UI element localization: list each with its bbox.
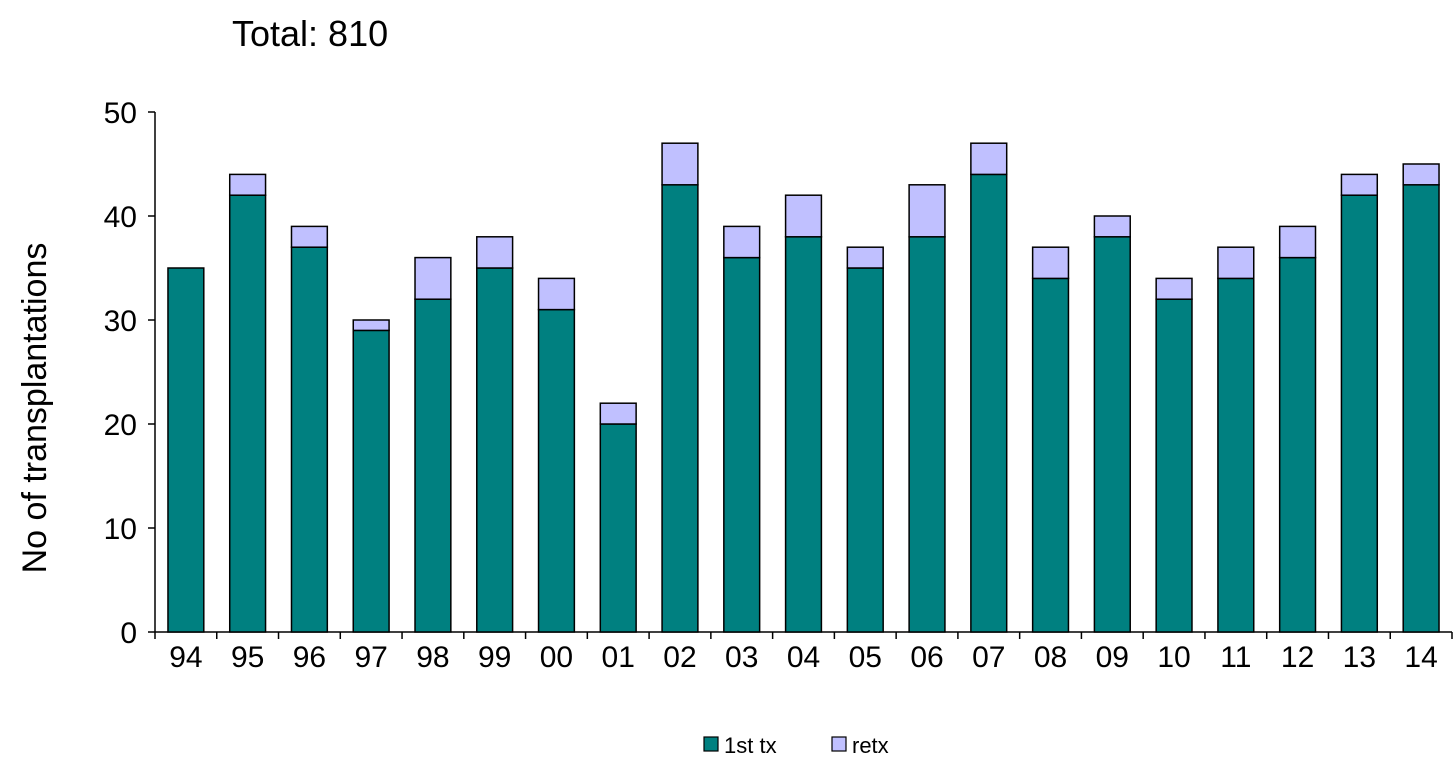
bar-retx-06 [908,184,946,238]
bar-retx-12 [1278,225,1317,259]
x-tick-label: 97 [354,641,387,674]
bar-retx-13 [1340,173,1379,196]
x-tick-label: 98 [416,641,449,674]
bar-retx-11 [1217,246,1255,280]
bar-first-tx-10 [1155,298,1193,633]
y-axis: 0 10 20 30 40 50 [104,97,156,650]
bar-first-tx-96 [290,246,329,633]
x-axis [154,631,1453,639]
x-tick-label: 10 [1157,641,1190,674]
bars [167,142,1440,633]
legend-swatch-retx [831,736,847,752]
bar-retx-08 [1031,246,1070,280]
bar-retx-00 [537,277,576,311]
bar-first-tx-03 [723,256,761,633]
bar-retx-02 [661,142,699,186]
bar-retx-04 [784,194,823,238]
bar-retx-01 [599,402,637,425]
y-tick-label: 30 [104,305,137,338]
y-tick-label: 10 [104,513,137,546]
bar-first-tx-01 [599,423,637,633]
y-tick-label: 40 [104,201,137,234]
bar-first-tx-07 [970,173,1008,633]
bar-first-tx-98 [414,298,452,633]
y-axis-label: No of transplantations [16,243,54,574]
legend-label-first-tx: 1st tx [724,733,777,758]
x-tick-label: 01 [602,641,635,674]
legend-swatch-first-tx [703,736,719,752]
bar-first-tx-13 [1340,194,1379,633]
bar-first-tx-95 [228,194,267,633]
bar-first-tx-02 [661,184,699,633]
bar-first-tx-09 [1093,236,1131,633]
bar-retx-05 [846,246,884,269]
x-tick-labels: 94 95 96 97 98 99 00 01 02 03 04 05 06 07 08 09 10 11 12 13… [169,641,1438,674]
x-tick-label: 99 [478,641,511,674]
bar-retx-97 [352,319,390,332]
x-tick-label: 02 [663,641,696,674]
bar-retx-95 [228,173,267,196]
bar-retx-09 [1093,215,1131,238]
bar-first-tx-97 [352,329,390,633]
bar-first-tx-11 [1217,277,1255,633]
bar-first-tx-94 [167,267,205,633]
bar-retx-10 [1155,277,1193,300]
y-tick-label: 0 [120,617,137,650]
x-tick-label: 95 [231,641,264,674]
x-tick-label: 08 [1034,641,1067,674]
x-tick-label: 00 [540,641,573,674]
x-tick-label: 12 [1281,641,1314,674]
x-tick-label: 03 [725,641,758,674]
bar-first-tx-08 [1031,277,1070,633]
x-tick-label: 09 [1096,641,1129,674]
bar-first-tx-12 [1278,256,1317,633]
legend: 1st tx retx [703,733,889,758]
x-tick-label: 94 [169,641,202,674]
x-tick-label: 96 [293,641,326,674]
legend-label-retx: retx [852,733,889,758]
x-tick-label: 06 [910,641,943,674]
bar-first-tx-04 [784,236,823,633]
x-tick-label: 11 [1220,641,1251,674]
x-tick-label: 07 [972,641,1005,674]
bar-retx-96 [290,225,329,248]
bar-retx-03 [723,225,761,259]
chart-title: Total: 810 [232,13,388,54]
bar-retx-07 [970,142,1008,176]
x-tick-label: 04 [787,641,820,674]
bar-first-tx-06 [908,236,946,633]
bar-retx-14 [1402,163,1440,186]
bar-first-tx-14 [1402,184,1440,633]
y-tick-label: 50 [104,97,137,130]
x-tick-label: 05 [849,641,882,674]
bar-first-tx-99 [476,267,514,633]
bar-retx-98 [414,256,452,300]
bar-first-tx-00 [537,308,576,633]
x-tick-label: 14 [1404,641,1437,674]
bar-retx-99 [476,236,514,269]
x-tick-label: 13 [1343,641,1376,674]
bar-first-tx-05 [846,267,884,633]
y-tick-label: 20 [104,409,137,442]
